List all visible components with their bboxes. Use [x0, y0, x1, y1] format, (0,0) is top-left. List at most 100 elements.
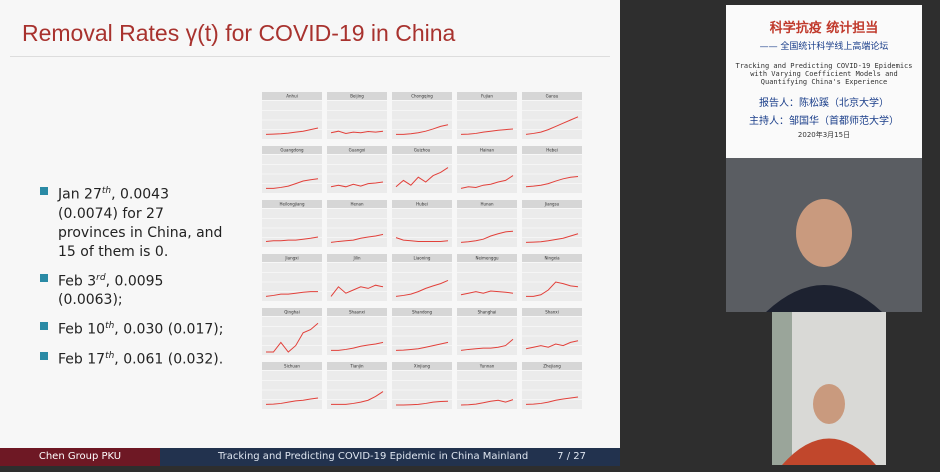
speaker-figure [766, 199, 882, 312]
slide-title: Removal Rates γ(t) for COVID-19 in China [22, 20, 456, 46]
panel-line [395, 341, 449, 351]
panel-line [460, 230, 514, 243]
panel-strip [522, 146, 582, 154]
panel-line [330, 233, 384, 243]
panel-line [265, 236, 319, 242]
panel-line [331, 341, 384, 351]
panel-title: Hunan [480, 202, 494, 207]
panel-strip [262, 146, 322, 154]
panel-title: Hubei [416, 202, 428, 207]
panel-line [460, 175, 514, 189]
poster-headline: 科学抗疫 统计担当 [769, 21, 879, 36]
panel-title: Guangdong [280, 148, 304, 153]
poster-date: 2020年3月15日 [797, 131, 851, 139]
panel-line [331, 391, 384, 405]
panel-line [526, 281, 579, 297]
bullet: Feb 17th, 0.061 (0.032). [40, 347, 230, 370]
panel-strip [327, 200, 387, 208]
panel-line [460, 338, 514, 351]
panel-title: Heilongjiang [280, 202, 305, 207]
panel-strip [262, 92, 322, 100]
panel-title: Zhejiang [543, 364, 561, 369]
panel-title: Shanxi [545, 310, 559, 315]
panel-strip [522, 254, 582, 262]
panel-strip [392, 308, 452, 316]
panel-title: Tianjin [349, 364, 364, 369]
panel-line [330, 130, 384, 134]
panel-strip [327, 92, 387, 100]
panel-title: Xinjiang [414, 364, 431, 369]
panel-line [396, 400, 449, 406]
footer-left: Chen Group PKU [0, 448, 160, 466]
panel-strip [262, 362, 322, 370]
panel-strip [392, 146, 452, 154]
panel-line [525, 396, 579, 405]
poster-speaker: 报告人：陈松蹊（北京大学） [759, 98, 889, 109]
panel-strip [327, 362, 387, 370]
poster-forum: —— 全国统计科学线上高端论坛 [759, 42, 889, 52]
panel-strip [392, 362, 452, 370]
poster: 科学抗疫 统计担当 —— 全国统计科学线上高端论坛 Tracking and P… [726, 5, 922, 158]
panel-title: Neimenggu [475, 256, 499, 261]
panel-line [395, 279, 449, 297]
poster-talk: Tracking and Predicting COVID-19 Epidemi… [735, 62, 913, 86]
panel-line [525, 176, 579, 188]
panel-line [330, 181, 384, 188]
host-figure [772, 312, 876, 465]
panel-title: Hebei [546, 148, 558, 153]
panel-strip [262, 308, 322, 316]
panel-strip [392, 92, 452, 100]
panel-strip [262, 254, 322, 262]
host-video [772, 312, 886, 465]
panel-line [265, 397, 319, 405]
panel-strip [327, 308, 387, 316]
panel-line [525, 340, 579, 350]
panel-title: Hainan [480, 148, 495, 153]
small-multiples-chart: Anhui Beijing Chongqing Fujian Gansu Guangdon… [262, 92, 582, 409]
panel-strip [327, 254, 387, 262]
bullet-date: Jan 27 [58, 186, 102, 203]
panel-title: Jiangsu [544, 202, 560, 207]
panel-line [330, 284, 384, 297]
bullet: Feb 3rd, 0.0095 (0.0063); [40, 269, 230, 311]
bullet-suffix: th [105, 350, 115, 361]
panel-line [266, 178, 319, 189]
panel-title: Ningxia [544, 256, 560, 261]
panel-title: Yunnan [479, 364, 495, 369]
panel-title: Henan [351, 202, 364, 207]
panel-line [460, 128, 514, 135]
panel-title: Anhui [286, 94, 297, 99]
panel-strip [457, 92, 517, 100]
bullet-suffix: th [105, 321, 115, 332]
bullet-suffix: rd [96, 272, 106, 283]
footer-center: Tracking and Predicting COVID-19 Epidemi… [160, 448, 620, 466]
poster-host: 主持人：邹国华（首都师范大学） [749, 116, 899, 127]
panel-line [266, 322, 319, 353]
panel-line [460, 290, 514, 296]
panel-line [525, 233, 579, 243]
panel-title: Gansu [546, 94, 559, 99]
panel-title: Chongqing [411, 94, 433, 99]
bullet-date: Feb 17 [58, 351, 106, 368]
panel-strip [522, 92, 582, 100]
panel-title: Beijing [350, 94, 364, 99]
bullet-date: Feb 10 [58, 321, 106, 338]
panel-strip [522, 362, 582, 370]
bullet: Jan 27th, 0.0043 (0.0074) for 27 provinc… [40, 182, 230, 262]
panel-title: Guangxi [349, 148, 366, 153]
panel-title: Jiangxi [284, 256, 298, 261]
panel-line [395, 167, 449, 188]
bullet: Feb 10th, 0.030 (0.017); [40, 317, 230, 340]
panel-title: Guizhou [414, 148, 431, 153]
panel-strip [392, 254, 452, 262]
speaker-video [726, 158, 922, 312]
bullet-date: Feb 3 [58, 273, 97, 290]
panel-line [395, 237, 449, 242]
panel-line [525, 116, 579, 135]
panel-title: Shandong [412, 310, 433, 315]
panel-title: Jilin [352, 256, 361, 261]
page-number: 7 / 27 [557, 451, 586, 462]
bullet-text: , 0.061 (0.032). [114, 351, 224, 368]
panel-title: Liaoning [414, 256, 431, 261]
panel-strip [522, 308, 582, 316]
